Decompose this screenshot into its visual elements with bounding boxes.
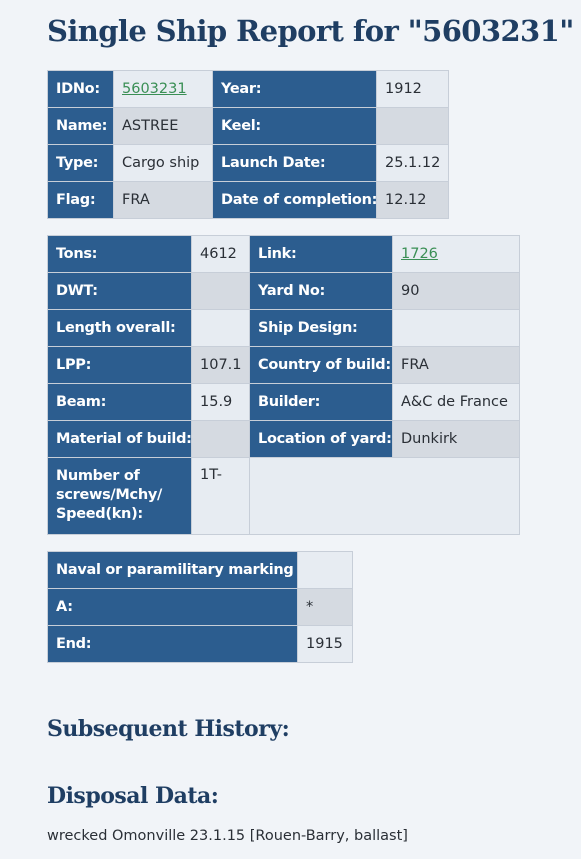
beam-value: 15.9 bbox=[191, 383, 250, 421]
specs-row: Length overall: Ship Design: bbox=[47, 309, 520, 347]
year-value: 1912 bbox=[376, 70, 449, 108]
name-label: Name: bbox=[47, 107, 114, 145]
end-value: 1915 bbox=[297, 625, 353, 663]
completion-date-value: 12.12 bbox=[376, 181, 449, 219]
launch-date-label: Launch Date: bbox=[212, 144, 377, 182]
lpp-value: 107.1 bbox=[191, 346, 250, 384]
tons-value: 4612 bbox=[191, 235, 250, 273]
country-of-build-label: Country of build: bbox=[249, 346, 393, 384]
ship-design-label: Ship Design: bbox=[249, 309, 393, 347]
length-overall-label: Length overall: bbox=[47, 309, 192, 347]
length-overall-value bbox=[191, 309, 250, 347]
completion-date-label: Date of completion: bbox=[212, 181, 377, 219]
specs-row: Beam: 15.9 Builder: A&C de France bbox=[47, 383, 520, 421]
ship-design-value bbox=[392, 309, 520, 347]
builder-label: Builder: bbox=[249, 383, 393, 421]
a-label: A: bbox=[47, 588, 298, 626]
builder-value: A&C de France bbox=[392, 383, 520, 421]
country-of-build-value: FRA bbox=[392, 346, 520, 384]
naval-marking-label: Naval or paramilitary marking : bbox=[47, 551, 298, 589]
link-label: Link: bbox=[249, 235, 393, 273]
lpp-label: LPP: bbox=[47, 346, 192, 384]
tons-label: Tons: bbox=[47, 235, 192, 273]
subsequent-history-heading: Subsequent History: bbox=[47, 716, 290, 742]
a-value: * bbox=[297, 588, 353, 626]
dwt-value bbox=[191, 272, 250, 310]
launch-date-value: 25.1.12 bbox=[376, 144, 449, 182]
disposal-text: wrecked Omonville 23.1.15 [Rouen-Barry, … bbox=[47, 828, 408, 844]
identity-row: IDNo: 5603231 Year: 1912 bbox=[47, 70, 449, 108]
idno-label: IDNo: bbox=[47, 70, 114, 108]
link-value: 1726 bbox=[392, 235, 520, 273]
flag-value: FRA bbox=[113, 181, 213, 219]
yard-no-value: 90 bbox=[392, 272, 520, 310]
link-1726[interactable]: 1726 bbox=[401, 246, 438, 262]
identity-row: Name: ASTREE Keel: bbox=[47, 107, 449, 145]
specs-row: Tons: 4612 Link: 1726 bbox=[47, 235, 520, 273]
keel-label: Keel: bbox=[212, 107, 377, 145]
keel-value bbox=[376, 107, 449, 145]
material-label: Material of build: bbox=[47, 420, 192, 458]
year-label: Year: bbox=[212, 70, 377, 108]
yard-location-value: Dunkirk bbox=[392, 420, 520, 458]
empty-cell bbox=[249, 457, 520, 535]
flag-label: Flag: bbox=[47, 181, 114, 219]
naval-marking-value bbox=[297, 551, 353, 589]
marking-row: A: * bbox=[47, 588, 353, 626]
marking-table: Naval or paramilitary marking : A: * End… bbox=[47, 551, 353, 663]
disposal-heading: Disposal Data: bbox=[47, 783, 219, 809]
yard-location-label: Location of yard: bbox=[249, 420, 393, 458]
material-value bbox=[191, 420, 250, 458]
specs-row: Number of screws/Mchy/ Speed(kn): 1T- bbox=[47, 457, 520, 535]
type-label: Type: bbox=[47, 144, 114, 182]
type-value: Cargo ship bbox=[113, 144, 213, 182]
dwt-label: DWT: bbox=[47, 272, 192, 310]
identity-table: IDNo: 5603231 Year: 1912 Name: ASTREE Ke… bbox=[47, 70, 449, 219]
specs-row: DWT: Yard No: 90 bbox=[47, 272, 520, 310]
beam-label: Beam: bbox=[47, 383, 192, 421]
marking-row: Naval or paramilitary marking : bbox=[47, 551, 353, 589]
name-value: ASTREE bbox=[113, 107, 213, 145]
page-title: Single Ship Report for "5603231" bbox=[47, 14, 574, 48]
screws-speed-value: 1T- bbox=[191, 457, 250, 535]
screws-speed-label: Number of screws/Mchy/ Speed(kn): bbox=[47, 457, 192, 535]
idno-link[interactable]: 5603231 bbox=[122, 81, 187, 97]
end-label: End: bbox=[47, 625, 298, 663]
yard-no-label: Yard No: bbox=[249, 272, 393, 310]
specs-table: Tons: 4612 Link: 1726 DWT: Yard No: 90 L… bbox=[47, 235, 520, 535]
idno-value: 5603231 bbox=[113, 70, 213, 108]
specs-row: LPP: 107.1 Country of build: FRA bbox=[47, 346, 520, 384]
identity-row: Flag: FRA Date of completion: 12.12 bbox=[47, 181, 449, 219]
marking-row: End: 1915 bbox=[47, 625, 353, 663]
specs-row: Material of build: Location of yard: Dun… bbox=[47, 420, 520, 458]
identity-row: Type: Cargo ship Launch Date: 25.1.12 bbox=[47, 144, 449, 182]
